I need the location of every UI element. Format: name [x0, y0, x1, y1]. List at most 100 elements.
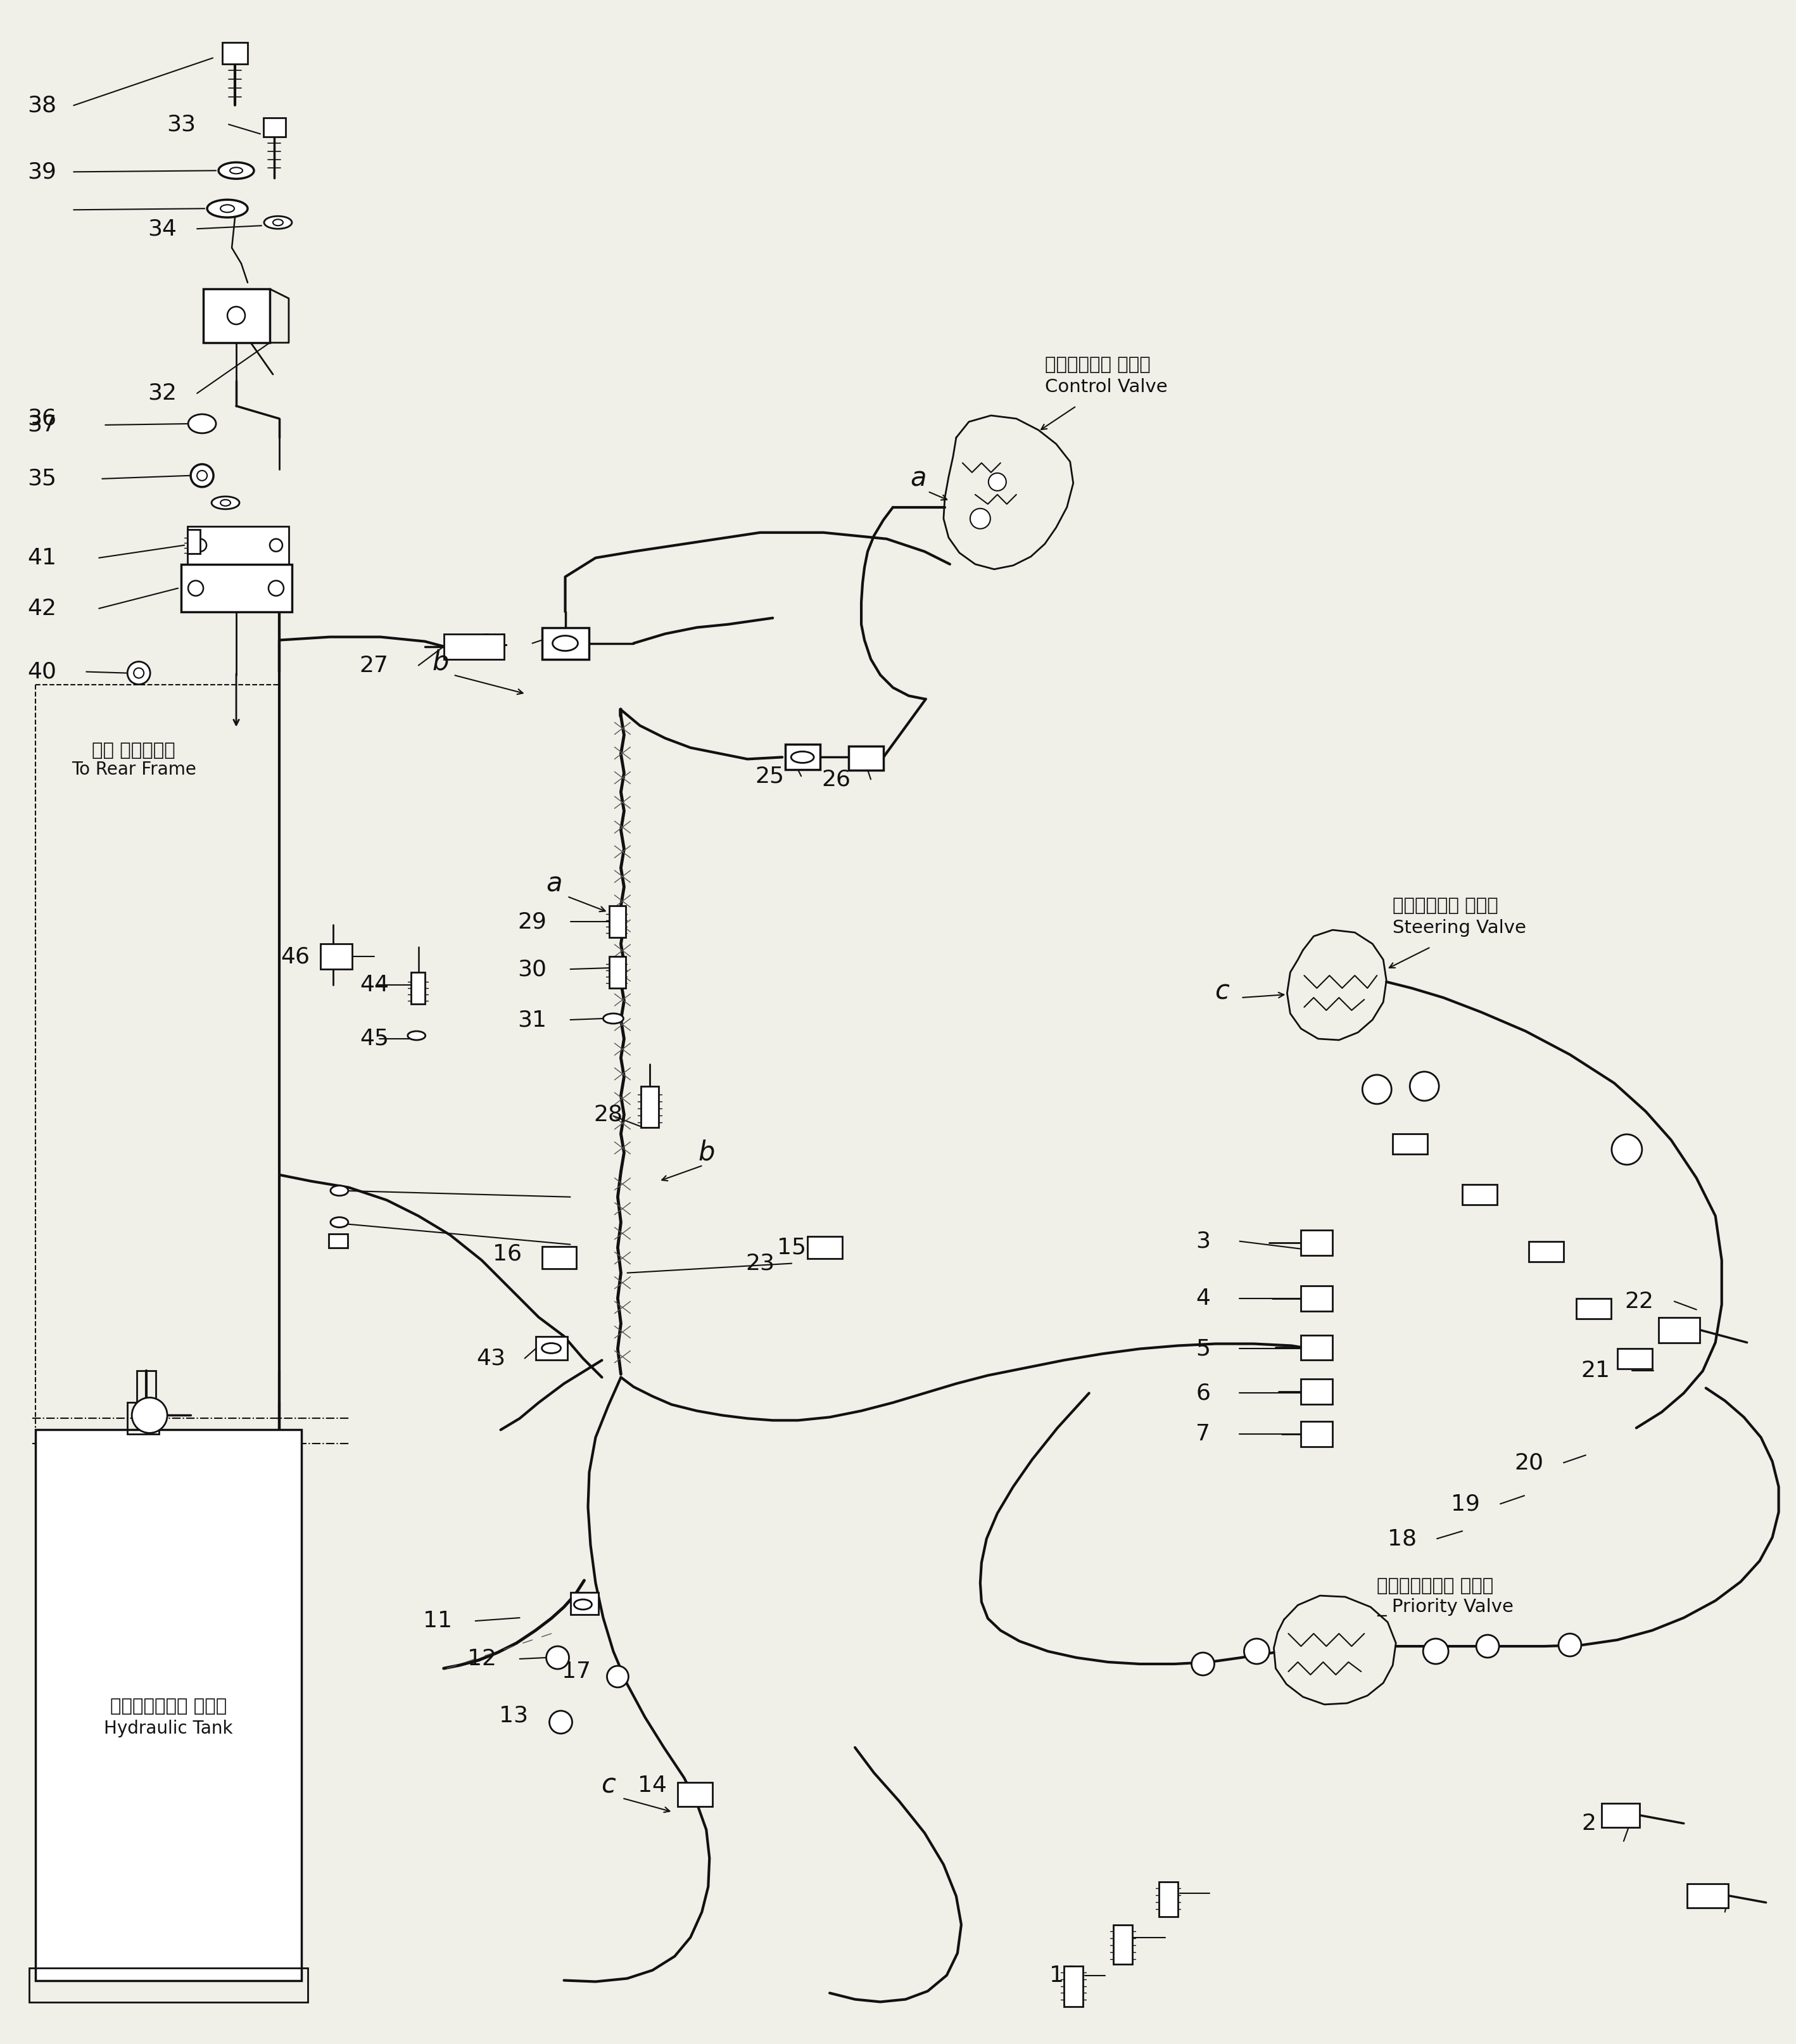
- Bar: [320, 944, 352, 969]
- Ellipse shape: [190, 464, 214, 486]
- Text: コントロール バルブ: コントロール バルブ: [1045, 356, 1151, 374]
- Bar: [1392, 1134, 1428, 1155]
- Bar: [444, 634, 505, 658]
- Text: 31: 31: [517, 1010, 548, 1030]
- Bar: [1300, 1380, 1333, 1404]
- Text: 30: 30: [517, 959, 548, 979]
- Text: 43: 43: [476, 1347, 506, 1369]
- Text: 33: 33: [167, 114, 196, 135]
- Circle shape: [1476, 1635, 1500, 1658]
- Text: 38: 38: [27, 94, 57, 117]
- Bar: [1063, 1966, 1083, 2007]
- Bar: [1602, 1803, 1640, 1827]
- Bar: [36, 1431, 302, 1981]
- Ellipse shape: [128, 662, 151, 685]
- Ellipse shape: [264, 217, 293, 229]
- Text: 8: 8: [1119, 1927, 1135, 1948]
- Bar: [808, 1237, 842, 1259]
- Text: 41: 41: [27, 548, 56, 568]
- Text: a: a: [546, 871, 562, 897]
- Ellipse shape: [221, 204, 233, 213]
- Bar: [29, 1968, 307, 2003]
- Circle shape: [1422, 1639, 1448, 1664]
- Text: Steering Valve: Steering Valve: [1392, 920, 1527, 936]
- Text: 11: 11: [422, 1611, 453, 1631]
- Text: 45: 45: [359, 1028, 388, 1049]
- Text: b: b: [433, 648, 449, 677]
- Circle shape: [1191, 1652, 1214, 1676]
- Text: 19: 19: [1451, 1492, 1480, 1515]
- Ellipse shape: [219, 161, 253, 178]
- Bar: [264, 119, 286, 137]
- Bar: [1528, 1241, 1564, 1261]
- Bar: [641, 1085, 659, 1128]
- Text: 25: 25: [754, 764, 785, 787]
- Bar: [136, 1372, 156, 1404]
- Text: Control Valve: Control Valve: [1045, 378, 1167, 397]
- Bar: [203, 288, 269, 343]
- Text: 17: 17: [562, 1662, 591, 1682]
- Ellipse shape: [542, 1343, 560, 1353]
- Bar: [609, 957, 627, 987]
- Text: 44: 44: [359, 975, 388, 995]
- Text: リヤ フレームへ: リヤ フレームへ: [92, 742, 176, 760]
- Bar: [181, 564, 293, 611]
- Bar: [535, 1337, 568, 1359]
- Bar: [677, 1782, 713, 1807]
- Circle shape: [1559, 1633, 1580, 1656]
- Ellipse shape: [273, 219, 284, 225]
- Text: プライオリティ バルブ: プライオリティ バルブ: [1378, 1578, 1494, 1594]
- Ellipse shape: [207, 200, 248, 217]
- Circle shape: [970, 509, 990, 529]
- Circle shape: [988, 472, 1006, 491]
- Text: b: b: [699, 1139, 715, 1165]
- Text: 35: 35: [27, 468, 56, 489]
- Bar: [785, 744, 821, 771]
- Ellipse shape: [408, 1030, 426, 1040]
- Bar: [1300, 1286, 1333, 1310]
- Ellipse shape: [575, 1598, 593, 1609]
- Text: c: c: [602, 1772, 616, 1799]
- Bar: [850, 746, 884, 771]
- Ellipse shape: [230, 168, 242, 174]
- Text: Hydraulic Tank: Hydraulic Tank: [104, 1719, 233, 1737]
- Text: c: c: [1214, 977, 1228, 1004]
- Text: 12: 12: [467, 1647, 496, 1670]
- Bar: [1462, 1183, 1498, 1204]
- Bar: [187, 525, 289, 564]
- Bar: [1686, 1883, 1728, 1907]
- Bar: [542, 628, 589, 658]
- Text: 1: 1: [1690, 1889, 1704, 1911]
- Text: 2: 2: [1582, 1813, 1597, 1833]
- Text: 39: 39: [27, 161, 56, 182]
- Text: 21: 21: [1580, 1359, 1609, 1382]
- Ellipse shape: [603, 1014, 623, 1024]
- Text: 9: 9: [1164, 1883, 1178, 1903]
- Text: 28: 28: [594, 1104, 623, 1126]
- Text: 27: 27: [359, 654, 388, 677]
- Bar: [609, 905, 627, 938]
- Text: 14: 14: [638, 1774, 666, 1797]
- Text: 23: 23: [745, 1253, 774, 1273]
- Text: 24: 24: [480, 632, 508, 654]
- Ellipse shape: [553, 636, 578, 650]
- Bar: [223, 43, 248, 63]
- Bar: [411, 973, 426, 1004]
- Text: 5: 5: [1196, 1339, 1211, 1359]
- Circle shape: [546, 1645, 569, 1670]
- Circle shape: [550, 1711, 573, 1733]
- Ellipse shape: [133, 668, 144, 679]
- Text: 20: 20: [1514, 1451, 1543, 1474]
- Text: 6: 6: [1196, 1382, 1211, 1404]
- Text: 13: 13: [499, 1705, 528, 1727]
- Text: 15: 15: [778, 1237, 806, 1259]
- Text: 29: 29: [517, 912, 546, 932]
- Bar: [1658, 1316, 1699, 1343]
- Ellipse shape: [189, 415, 216, 433]
- Text: 18: 18: [1388, 1529, 1417, 1549]
- Bar: [128, 1402, 160, 1435]
- Text: 3: 3: [1196, 1230, 1211, 1253]
- Ellipse shape: [330, 1218, 348, 1226]
- Ellipse shape: [790, 752, 814, 762]
- Circle shape: [607, 1666, 629, 1688]
